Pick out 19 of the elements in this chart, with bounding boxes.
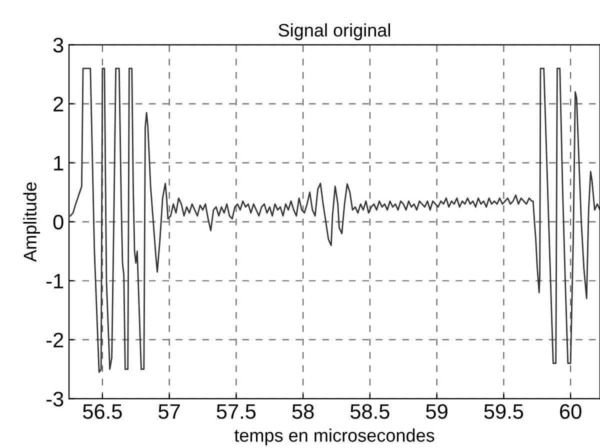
x-tick-label: 57.5: [216, 404, 256, 419]
x-tick-label: 60: [560, 404, 582, 419]
y-tick-label: 2: [54, 96, 64, 112]
x-tick-label: 56.5: [83, 404, 122, 419]
y-tick-label: 1: [54, 156, 64, 170]
y-tick-label: -3: [46, 392, 64, 406]
x-tick-label: 59: [426, 404, 448, 419]
x-tick-label: 58: [292, 404, 314, 419]
y-tick-label: -2: [46, 332, 64, 348]
y-axis-title: Amplitude: [23, 182, 40, 262]
chart-title: Signal original: [278, 23, 390, 40]
x-tick-label: 58.5: [350, 404, 390, 419]
x-tick-label: 59.5: [484, 404, 524, 419]
line-series: [70, 68, 600, 373]
y-tick-label: 3: [53, 38, 64, 53]
y-tick-label: 0: [53, 214, 64, 230]
y-tick-label: -1: [46, 274, 64, 288]
x-axis-title: temps en microsecondes: [234, 428, 434, 446]
x-tick-label: 57: [158, 404, 180, 419]
